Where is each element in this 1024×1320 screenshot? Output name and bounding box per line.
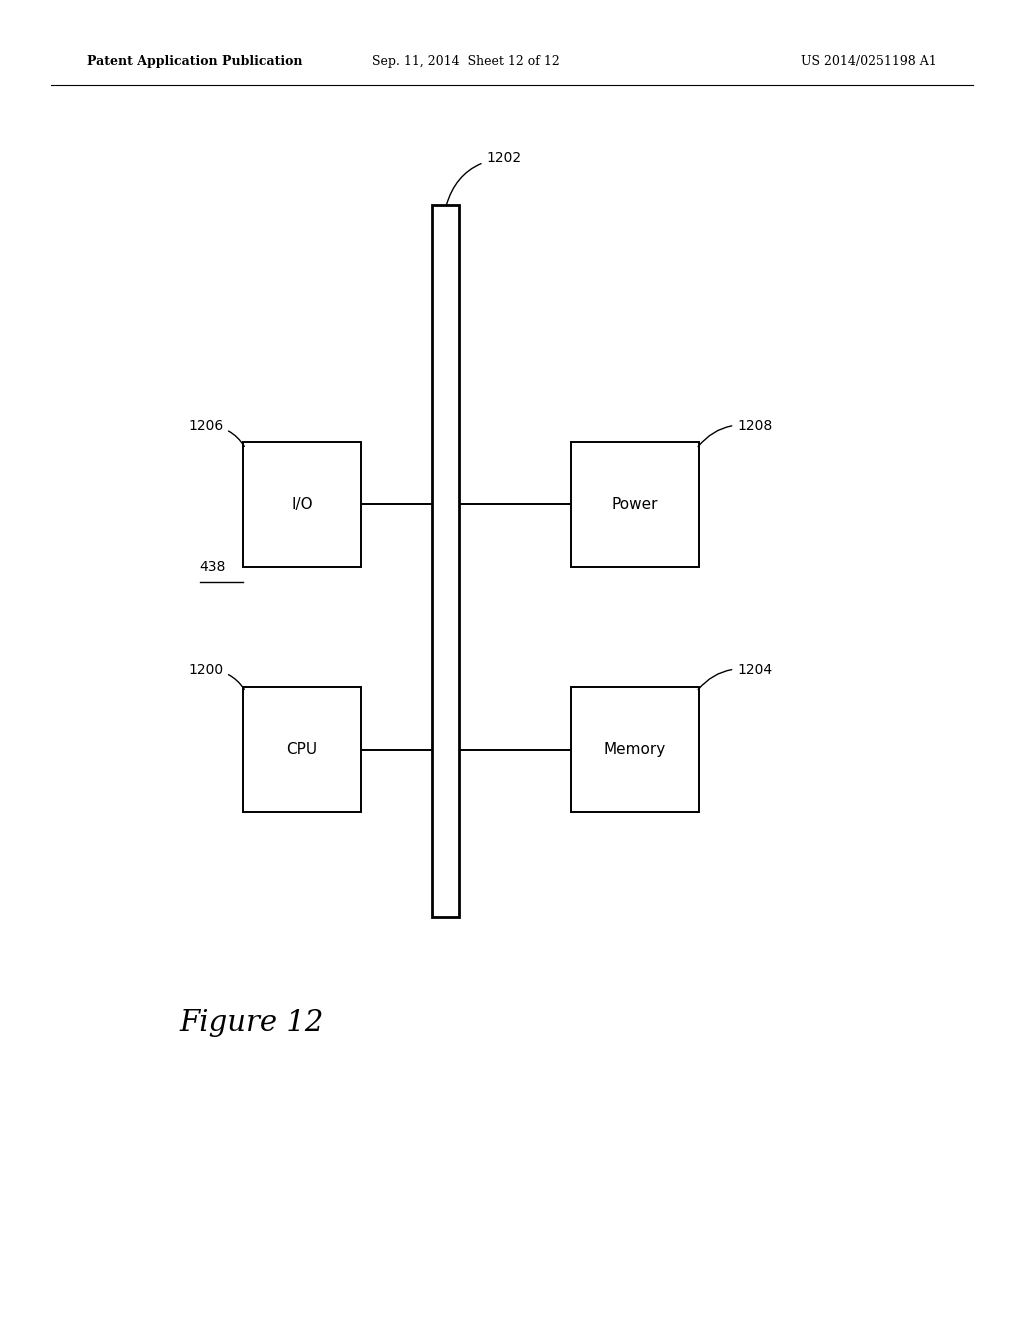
Bar [571,441,698,568]
Text: 1202: 1202 [446,150,521,206]
Text: 1200: 1200 [188,663,245,689]
Text: Sep. 11, 2014  Sheet 12 of 12: Sep. 11, 2014 Sheet 12 of 12 [372,55,560,67]
Bar [244,441,360,568]
Text: I/O: I/O [291,496,313,512]
Text: Patent Application Publication: Patent Application Publication [87,55,302,67]
Text: 1206: 1206 [188,418,245,446]
Text: 1204: 1204 [698,663,772,689]
Text: 1208: 1208 [698,418,772,446]
Text: CPU: CPU [287,742,317,758]
Text: Figure 12: Figure 12 [179,1008,324,1038]
Text: Memory: Memory [604,742,666,758]
Bar [571,686,698,812]
Text: 438: 438 [200,560,226,574]
Bar [432,205,459,917]
Bar [244,686,360,812]
Text: US 2014/0251198 A1: US 2014/0251198 A1 [801,55,937,67]
Text: Power: Power [611,496,658,512]
